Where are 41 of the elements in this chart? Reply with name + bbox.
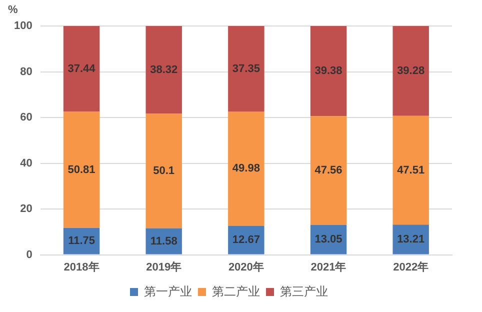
data-label: 49.98 [232,162,260,175]
y-tick-label: 60 [20,112,32,124]
bar [63,112,100,228]
y-axis-title: % [8,4,18,16]
bar [392,224,429,254]
data-label: 12.67 [232,234,260,246]
data-label: 37.44 [68,62,96,75]
legend-label: 第三产业 [280,284,328,298]
bar [392,116,429,225]
bar [228,111,264,226]
bar [392,26,429,116]
data-label: 39.38 [314,65,342,78]
legend-label: 第二产业 [212,284,260,298]
data-label: 50.1 [153,165,175,178]
bar [310,116,347,225]
data-label: 13.21 [397,233,425,246]
data-label: 11.58 [150,235,178,248]
data-label: 13.05 [314,234,342,246]
data-label: 38.32 [150,64,178,76]
x-tick-label: 2019年 [146,260,182,274]
x-tick-label: 2018年 [64,260,100,274]
legend-label: 第一产业 [144,284,192,298]
x-tick-label: 2020年 [228,260,264,274]
data-label: 47.51 [397,164,425,176]
bar [228,26,264,112]
y-tick-label: 40 [20,157,32,170]
y-tick-label: 80 [20,66,32,78]
bar [146,26,182,114]
y-tick-label: 100 [14,20,32,32]
y-tick-label: 0 [26,248,32,261]
data-label: 39.28 [397,64,425,77]
bar [310,26,347,116]
x-tick-label: 2022年 [393,260,429,274]
data-label: 37.35 [232,62,260,75]
bar [146,114,182,228]
y-tick-label: 20 [20,203,32,216]
bar [63,26,100,112]
data-label: 47.56 [314,164,342,177]
data-label: 50.81 [68,164,96,176]
data-label: 11.75 [68,235,95,248]
x-tick-label: 2021年 [310,260,346,274]
